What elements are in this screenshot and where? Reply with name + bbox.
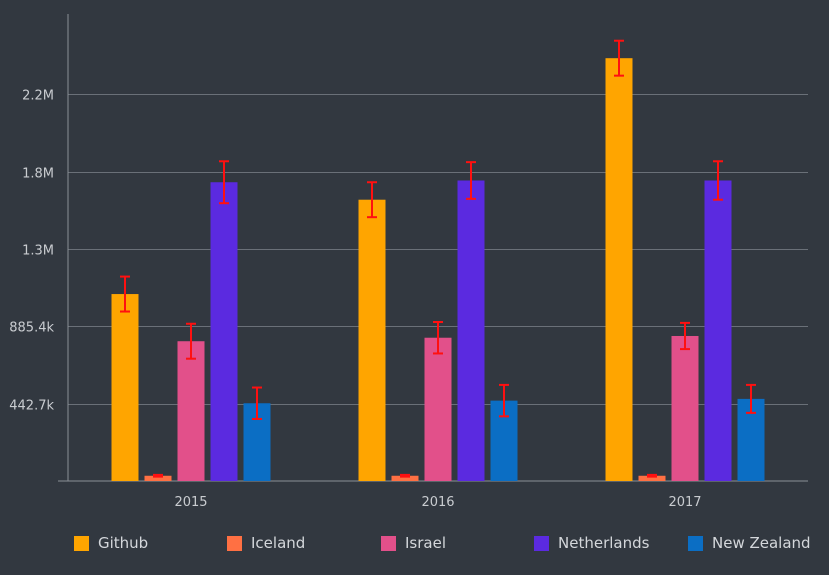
x-tick-label: 2017 <box>668 495 701 510</box>
bar <box>177 341 205 481</box>
bar <box>671 335 699 481</box>
bar <box>391 475 419 481</box>
bar <box>605 58 633 481</box>
legend-swatch-new-zealand <box>688 535 703 551</box>
legend-label-israel: Israel <box>405 534 446 552</box>
bar <box>424 337 452 481</box>
y-tick-label: 885.4k <box>9 321 54 336</box>
y-tick-label: 1.3M <box>22 244 54 259</box>
legend-label-iceland: Iceland <box>251 534 306 552</box>
bar <box>144 475 172 481</box>
legend-label-github: Github <box>98 534 149 552</box>
legend-swatch-iceland <box>227 535 242 551</box>
bar <box>638 475 666 481</box>
legend: Github Iceland Israel Netherlands New Ze… <box>0 530 829 560</box>
bar <box>457 180 485 481</box>
x-tick-label: 2015 <box>174 495 207 510</box>
legend-swatch-israel <box>381 535 396 551</box>
y-tick-label: 1.8M <box>22 167 54 182</box>
legend-item-netherlands[interactable]: Netherlands <box>534 534 649 552</box>
bar <box>704 180 732 481</box>
legend-swatch-github <box>74 535 89 551</box>
legend-item-new-zealand[interactable]: New Zealand <box>688 534 811 552</box>
bar <box>210 182 238 482</box>
legend-label-new-zealand: New Zealand <box>712 534 811 552</box>
legend-item-israel[interactable]: Israel <box>381 534 446 552</box>
x-tick-label: 2016 <box>421 495 454 510</box>
legend-swatch-netherlands <box>534 535 549 551</box>
legend-item-github[interactable]: Github <box>74 534 148 552</box>
legend-item-iceland[interactable]: Iceland <box>227 534 305 552</box>
bar <box>111 294 139 481</box>
y-tick-label: 442.7k <box>9 399 54 414</box>
bar <box>358 199 386 481</box>
legend-label-netherlands: Netherlands <box>558 534 650 552</box>
y-tick-label: 2.2M <box>22 89 54 104</box>
